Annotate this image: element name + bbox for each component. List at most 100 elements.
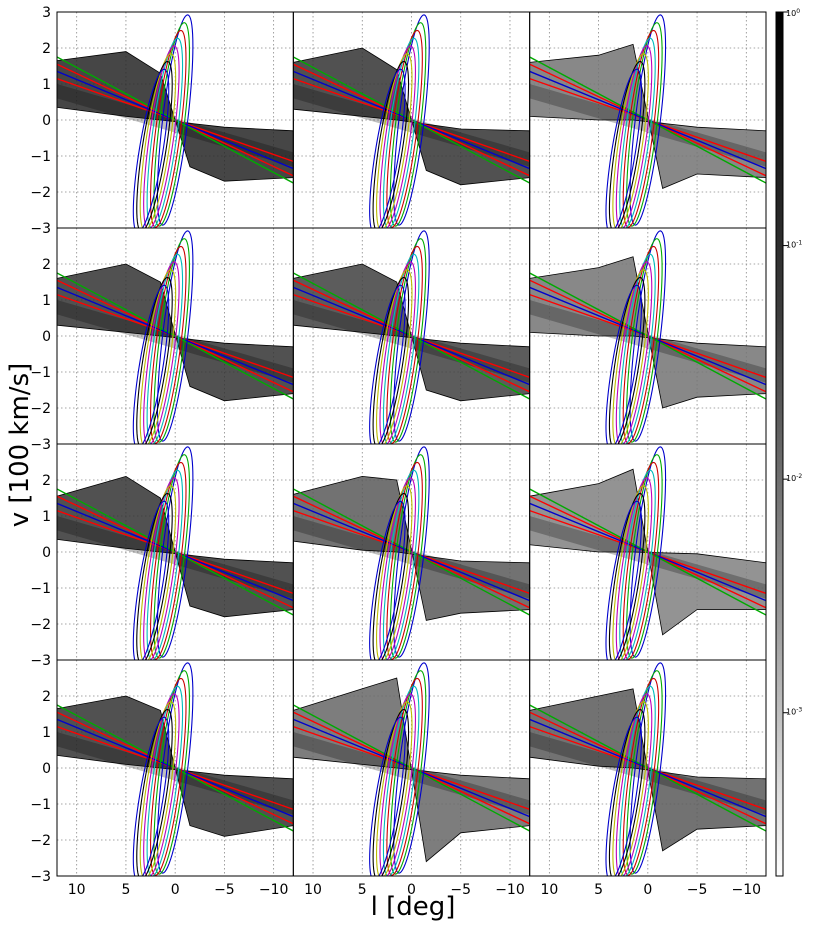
orbit-curve: [156, 14, 194, 226]
x-tick-label: 0: [643, 882, 652, 898]
orbit-curve: [393, 14, 430, 226]
x-tick-label: −10: [259, 882, 289, 898]
panel-2-0: [56, 443, 294, 661]
orbit-curve: [369, 284, 406, 444]
colorbar-tick-label: 10-1: [786, 240, 802, 250]
orbit-curve: [629, 14, 667, 226]
orbit-curve: [619, 253, 656, 444]
orbit-curve: [612, 269, 649, 444]
orbit-curve: [153, 238, 190, 443]
y-tick-label: 2: [42, 257, 51, 273]
orbit-curve: [393, 662, 430, 874]
y-tick-label: 0: [42, 545, 51, 561]
y-tick-label: −3: [30, 221, 51, 237]
orbit-curve: [622, 461, 660, 660]
orbit-curve: [389, 22, 427, 227]
overlay-line: [529, 704, 767, 832]
x-tick-label: −10: [495, 882, 525, 898]
orbit-curve: [143, 45, 180, 228]
orbit-curve: [615, 261, 653, 444]
orbit-curve: [149, 461, 187, 660]
density-envelope: [57, 51, 294, 182]
orbit-curve: [375, 701, 413, 876]
overlay-line: [529, 488, 767, 616]
panel-plot-area: [57, 228, 294, 444]
panel-plot-area: [529, 444, 767, 660]
orbit-curve: [382, 37, 420, 228]
orbit-curve: [375, 53, 413, 228]
orbit-curve: [375, 485, 413, 660]
panel-plot-area: [529, 12, 767, 228]
panel-3-0: [56, 659, 294, 877]
orbit-curve: [629, 230, 667, 442]
x-tick-label: 10: [540, 882, 558, 898]
y-tick-label: −2: [30, 833, 51, 849]
orbit-curve: [386, 245, 423, 444]
y-tick-label: −3: [30, 437, 51, 453]
orbit-curve: [629, 662, 667, 874]
colorbar-tick-exponent: -3: [796, 707, 802, 714]
panels-layer: [56, 11, 767, 877]
x-tick-label: −5: [687, 882, 708, 898]
density-envelope: [293, 47, 530, 186]
density-envelope: [293, 475, 530, 621]
orbit-curve: [146, 685, 184, 876]
density-envelope: [57, 475, 294, 618]
orbit-curve: [132, 716, 170, 876]
y-tick-label: −2: [30, 185, 51, 201]
overlay-line: [293, 272, 530, 400]
orbit-curve: [622, 29, 660, 228]
panel-0-1: [292, 11, 531, 229]
y-tick-label: 0: [42, 761, 51, 777]
y-tick-label: −3: [30, 869, 51, 885]
panel-plot-area: [57, 660, 294, 876]
colorbar-tick-exponent: -1: [796, 240, 802, 247]
orbit-curve: [143, 261, 180, 444]
orbit-curve: [612, 53, 649, 228]
y-tick-label: 2: [42, 473, 51, 489]
orbit-curve: [153, 22, 190, 227]
panel-0-0: [56, 11, 294, 229]
orbit-curve: [156, 446, 194, 658]
density-envelope: [57, 695, 294, 837]
orbit-curve: [626, 670, 663, 875]
panel-plot-area: [529, 228, 767, 444]
density-envelope: [293, 263, 530, 402]
orbit-curve: [389, 238, 427, 443]
panel-1-1: [292, 227, 531, 445]
orbit-curve: [626, 22, 663, 227]
orbit-curve: [146, 37, 184, 228]
x-tick-label: 0: [407, 882, 416, 898]
panel-3-1: [292, 659, 531, 877]
orbit-curve: [375, 269, 413, 444]
orbit-curve: [389, 670, 427, 875]
orbit-curve: [382, 685, 420, 876]
x-tick-label: 0: [171, 882, 180, 898]
y-tick-label: 1: [42, 293, 51, 309]
colorbar-tick-label: 10-2: [786, 473, 802, 483]
orbit-curve: [619, 37, 656, 228]
overlay-line: [529, 272, 767, 400]
panel-3-2: [529, 659, 767, 877]
overlay-line: [57, 272, 294, 400]
orbit-curve: [369, 68, 406, 228]
orbit-curve: [605, 284, 642, 444]
overlay-line: [529, 56, 767, 184]
orbit-curve: [619, 469, 656, 660]
y-axis-label: v [100 km/s]: [5, 363, 35, 528]
overlay-line: [293, 488, 530, 616]
colorbar-tick-exponent: 0: [796, 8, 800, 15]
orbit-curve: [622, 677, 660, 876]
orbit-curve: [393, 446, 430, 658]
orbit-curve: [156, 230, 194, 442]
x-tick-label: 10: [68, 882, 86, 898]
orbit-curve: [369, 500, 406, 660]
x-tick-label: −5: [214, 882, 235, 898]
orbit-curve: [149, 29, 187, 228]
orbit-curve: [629, 446, 667, 658]
orbit-curve: [139, 701, 177, 876]
overlay-line: [293, 704, 530, 832]
density-envelope: [57, 263, 294, 402]
